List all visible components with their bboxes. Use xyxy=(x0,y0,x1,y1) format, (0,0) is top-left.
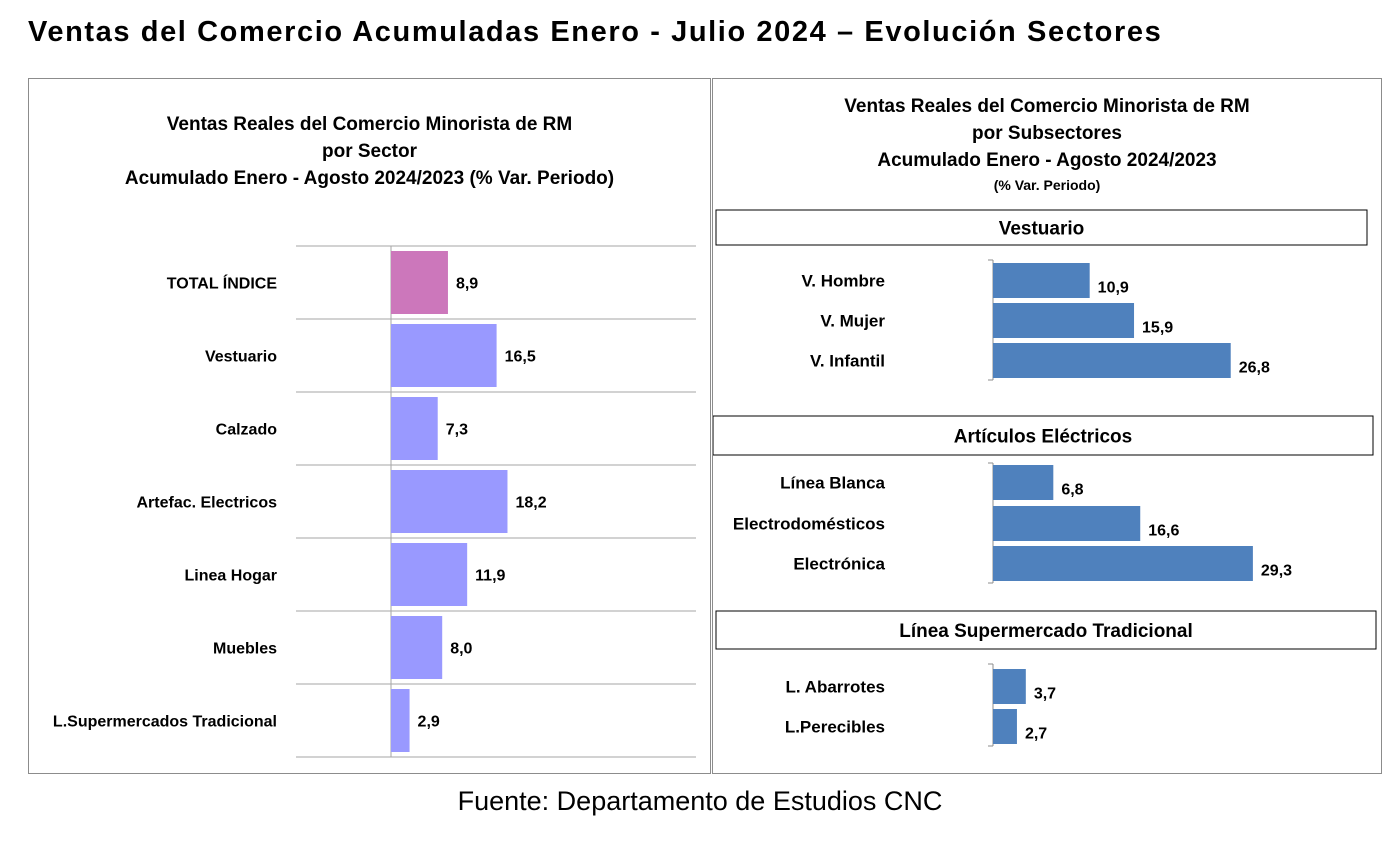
category-label-muebles: Muebles xyxy=(213,641,277,658)
bar-total-indice xyxy=(391,251,448,314)
bar-v-infantil xyxy=(993,343,1231,378)
bar-vestuario xyxy=(391,324,497,387)
data-label-l-perecibles: 2,7 xyxy=(1025,726,1047,743)
bar-l-supermercados-tradicional xyxy=(391,689,410,752)
bar-v-hombre xyxy=(993,263,1090,298)
data-label-linea-hogar: 11,9 xyxy=(475,568,505,585)
bar-artefac-electricos xyxy=(391,470,508,533)
group-header-linea-supermercado-tradicional: Línea Supermercado Tradicional xyxy=(899,621,1193,642)
bar-l-abarrotes xyxy=(993,669,1026,704)
data-label-artefac-electricos: 18,2 xyxy=(515,495,546,512)
data-label-v-infantil: 26,8 xyxy=(1239,360,1270,377)
sector-chart-panel: Ventas Reales del Comercio Minorista de … xyxy=(28,78,711,774)
category-label-l-perecibles: L.Perecibles xyxy=(785,718,885,737)
group-header-articulos-electricos: Artículos Eléctricos xyxy=(954,427,1132,448)
subsector-chart-title-line-2: por Subsectores xyxy=(972,123,1122,144)
group-header-box-articulos-electricos xyxy=(713,415,1374,456)
subsector-chart-title-line-1: Ventas Reales del Comercio Minorista de … xyxy=(844,96,1250,117)
bar-linea-blanca xyxy=(993,465,1054,500)
data-label-linea-blanca: 6,8 xyxy=(1061,482,1083,499)
bar-l-perecibles xyxy=(993,709,1017,744)
category-label-v-hombre: V. Hombre xyxy=(802,272,885,291)
data-label-v-mujer: 15,9 xyxy=(1142,320,1173,337)
bar-electronica xyxy=(993,546,1253,581)
bar-muebles xyxy=(391,616,443,679)
group-header-box-vestuario xyxy=(715,209,1368,246)
category-label-v-infantil: V. Infantil xyxy=(810,352,885,371)
data-label-calzado: 7,3 xyxy=(446,422,468,439)
bar-v-mujer xyxy=(993,303,1135,338)
data-label-l-supermercados-tradicional: 2,9 xyxy=(418,714,440,731)
data-label-muebles: 8,0 xyxy=(450,641,472,658)
bar-calzado xyxy=(391,397,438,460)
category-label-linea-hogar: Linea Hogar xyxy=(185,568,277,585)
category-label-vestuario: Vestuario xyxy=(205,349,277,366)
data-label-total-indice: 8,9 xyxy=(456,276,478,293)
sector-chart-title: Ventas Reales del Comercio Minorista de … xyxy=(29,111,710,192)
group-header-box-linea-supermercado-tradicional xyxy=(715,610,1377,650)
category-label-calzado: Calzado xyxy=(216,422,278,439)
group-header-vestuario: Vestuario xyxy=(999,219,1085,240)
data-label-l-abarrotes: 3,7 xyxy=(1034,686,1056,703)
sector-bar-chart: TOTAL ÍNDICE 8,9 Vestuario 16,5 Calzado 7,3 Ar… xyxy=(53,245,696,758)
sector-chart-title-line-1: Ventas Reales del Comercio Minorista de … xyxy=(166,114,573,135)
category-label-total-indice: TOTAL ÍNDICE xyxy=(167,274,278,293)
category-label-electronica: Electrónica xyxy=(793,555,885,574)
subsector-chart-title: Ventas Reales del Comercio Minorista de … xyxy=(713,93,1381,196)
page-title: Ventas del Comercio Acumuladas Enero - J… xyxy=(28,16,1163,48)
data-label-vestuario: 16,5 xyxy=(505,349,536,366)
data-label-electronica: 29,3 xyxy=(1261,563,1292,580)
category-label-electrodomesticos: Electrodomésticos xyxy=(733,515,885,534)
category-label-l-supermercados-tradicional: L.Supermercados Tradicional xyxy=(53,714,277,731)
category-label-l-abarrotes: L. Abarrotes xyxy=(785,678,885,697)
subsector-chart-title-line-3: Acumulado Enero - Agosto 2024/2023 xyxy=(877,150,1217,171)
category-label-linea-blanca: Línea Blanca xyxy=(780,474,885,493)
subsector-chart-subtitle: (% Var. Periodo) xyxy=(993,177,1101,193)
data-label-v-hombre: 10,9 xyxy=(1098,280,1129,297)
subsector-chart-panel: Ventas Reales del Comercio Minorista de … xyxy=(712,78,1382,774)
sector-chart-title-line-2: por Sector xyxy=(321,141,418,162)
category-label-v-mujer: V. Mujer xyxy=(820,312,885,331)
data-label-electrodomesticos: 16,6 xyxy=(1148,523,1179,540)
subsector-bar-chart: Vestuario V. Hombre 10,9 V. Mujer 15,9 V. Inf… xyxy=(713,209,1377,747)
source-footer: Fuente: Departamento de Estudios CNC xyxy=(457,786,943,816)
sector-chart-title-line-3: Acumulado Enero - Agosto 2024/2023 (% Va… xyxy=(124,168,615,189)
bar-electrodomesticos xyxy=(993,506,1141,541)
bar-linea-hogar xyxy=(391,543,468,606)
category-label-artefac-electricos: Artefac. Electricos xyxy=(136,495,277,512)
